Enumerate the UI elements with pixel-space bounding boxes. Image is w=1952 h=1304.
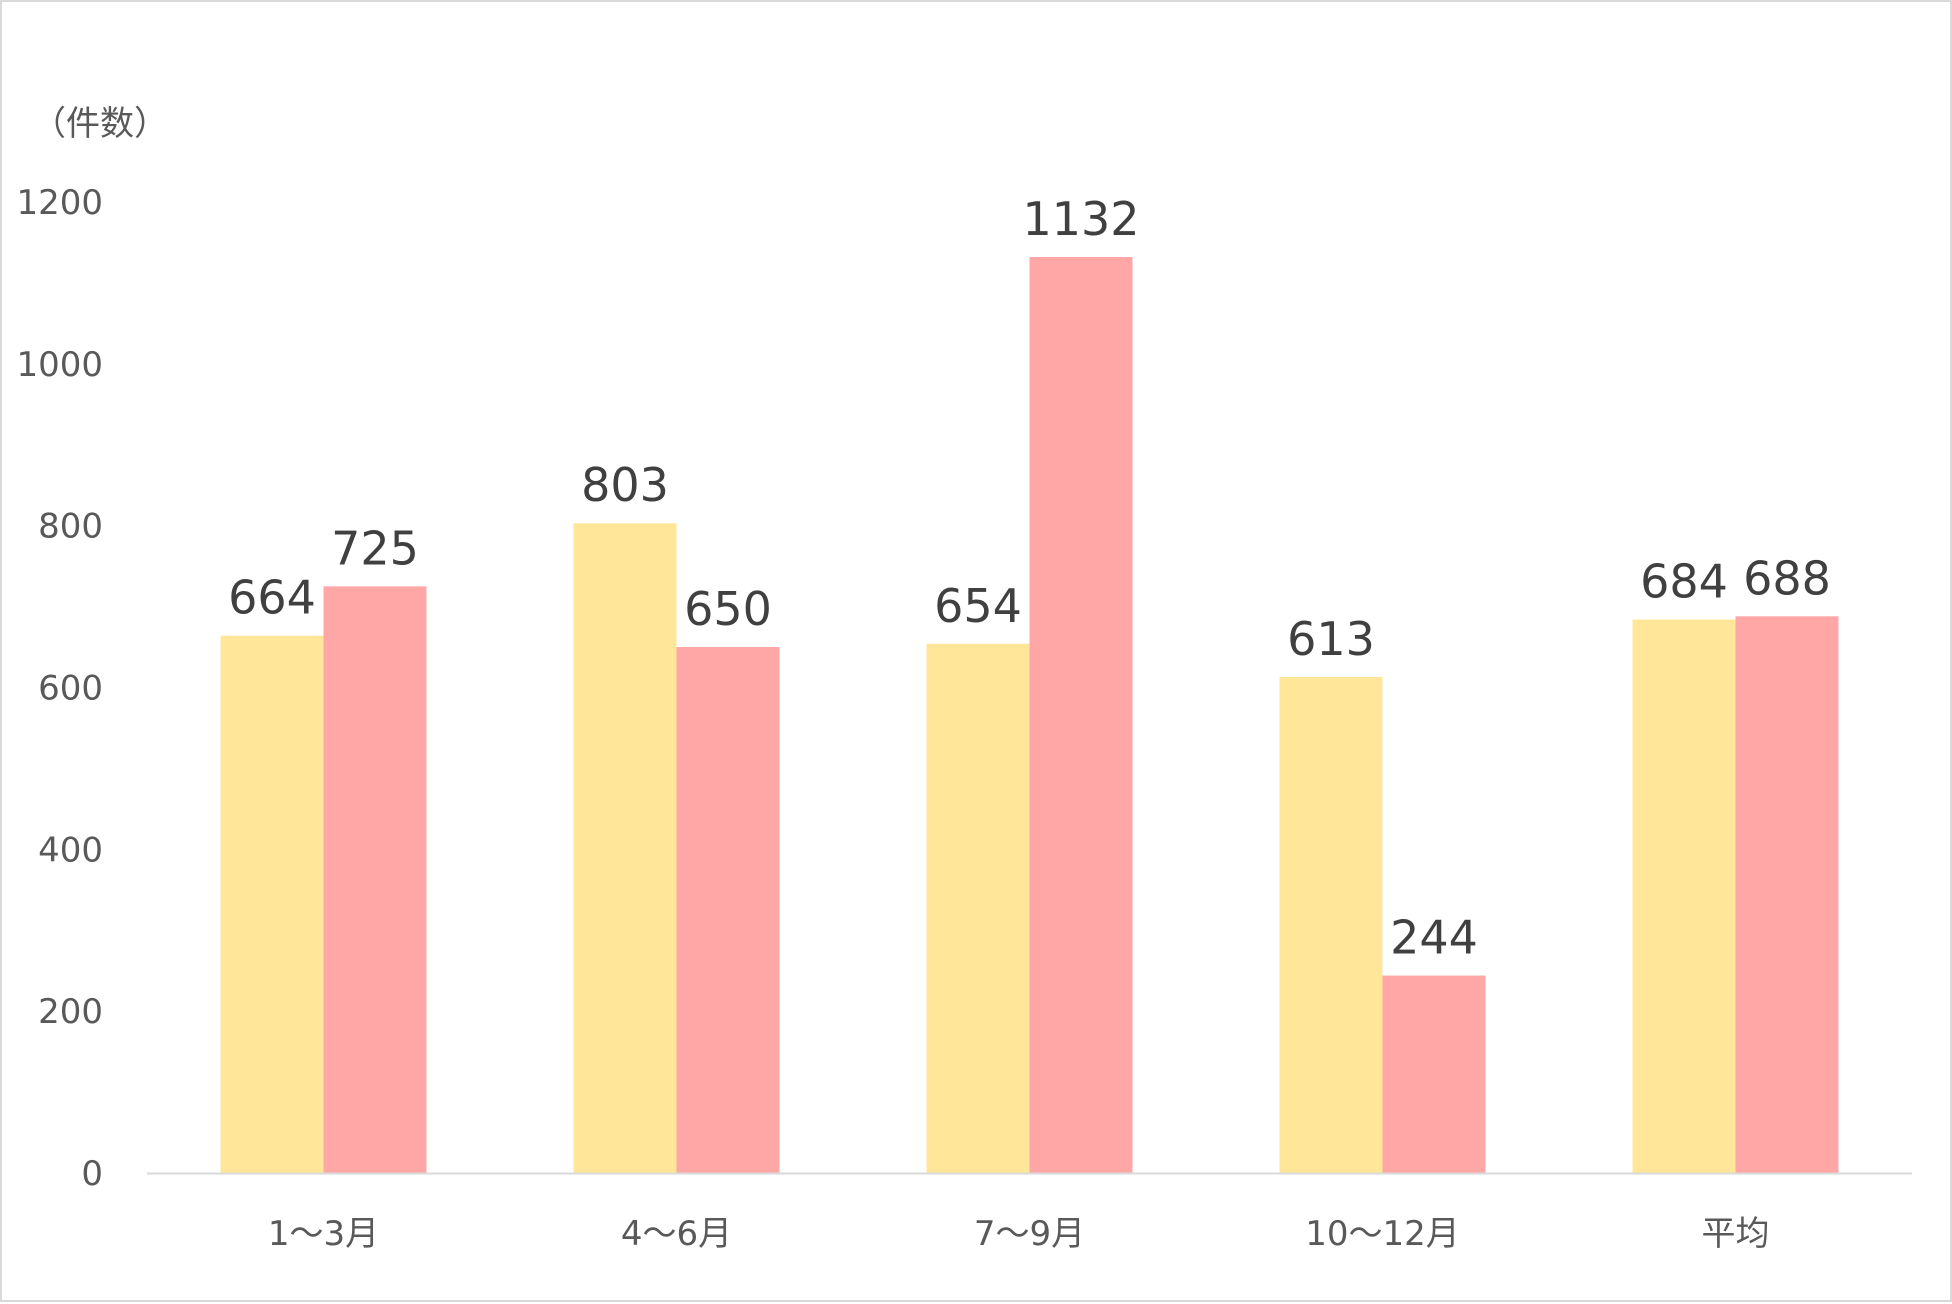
- data-label: 725: [331, 521, 419, 575]
- bar-series-2: [1382, 975, 1486, 1173]
- x-category-label: 1～3月: [268, 1214, 379, 1254]
- y-tick-label: 400: [38, 830, 103, 870]
- data-label: 1132: [1022, 192, 1139, 246]
- y-axis-unit-label: （件数）: [32, 104, 168, 144]
- y-tick-label: 200: [38, 992, 103, 1032]
- data-label: 613: [1287, 612, 1375, 666]
- data-label: 664: [228, 571, 316, 625]
- y-tick-label: 1000: [16, 345, 103, 385]
- y-tick-label: 600: [38, 669, 103, 709]
- data-labels: 664 803 654 613 684 725 650 1132 244 688: [228, 192, 1831, 965]
- data-label: 803: [581, 458, 669, 512]
- data-label: 244: [1390, 911, 1478, 965]
- y-tick-label: 1200: [16, 183, 103, 223]
- bar-series-2: [323, 586, 427, 1173]
- bar-series-1: [220, 635, 324, 1173]
- bar-series-1: [926, 643, 1030, 1173]
- data-label: 650: [684, 582, 772, 636]
- x-category-label: 平均: [1702, 1214, 1770, 1254]
- data-label: 688: [1743, 551, 1831, 605]
- y-tick-label: 800: [38, 507, 103, 547]
- y-tick-label: 0: [81, 1154, 103, 1194]
- bar-series-1: [1279, 676, 1383, 1173]
- x-category-label: 10～12月: [1305, 1214, 1460, 1254]
- x-category-label: 7～9月: [974, 1214, 1085, 1254]
- x-axis-categories: 1～3月 4～6月 7～9月 10～12月 平均: [268, 1214, 1770, 1254]
- data-label: 684: [1640, 555, 1728, 609]
- data-label: 654: [934, 579, 1022, 633]
- bar-series-2: [1735, 616, 1839, 1173]
- y-axis-ticks: 0 200 400 600 800 1000 1200: [16, 183, 103, 1194]
- bar-group: [220, 257, 1839, 1173]
- bar-series-2: [1029, 257, 1133, 1173]
- bar-series-2: [676, 647, 780, 1173]
- bar-series-1: [1632, 619, 1736, 1173]
- x-category-label: 4～6月: [621, 1214, 732, 1254]
- bar-series-1: [573, 523, 677, 1173]
